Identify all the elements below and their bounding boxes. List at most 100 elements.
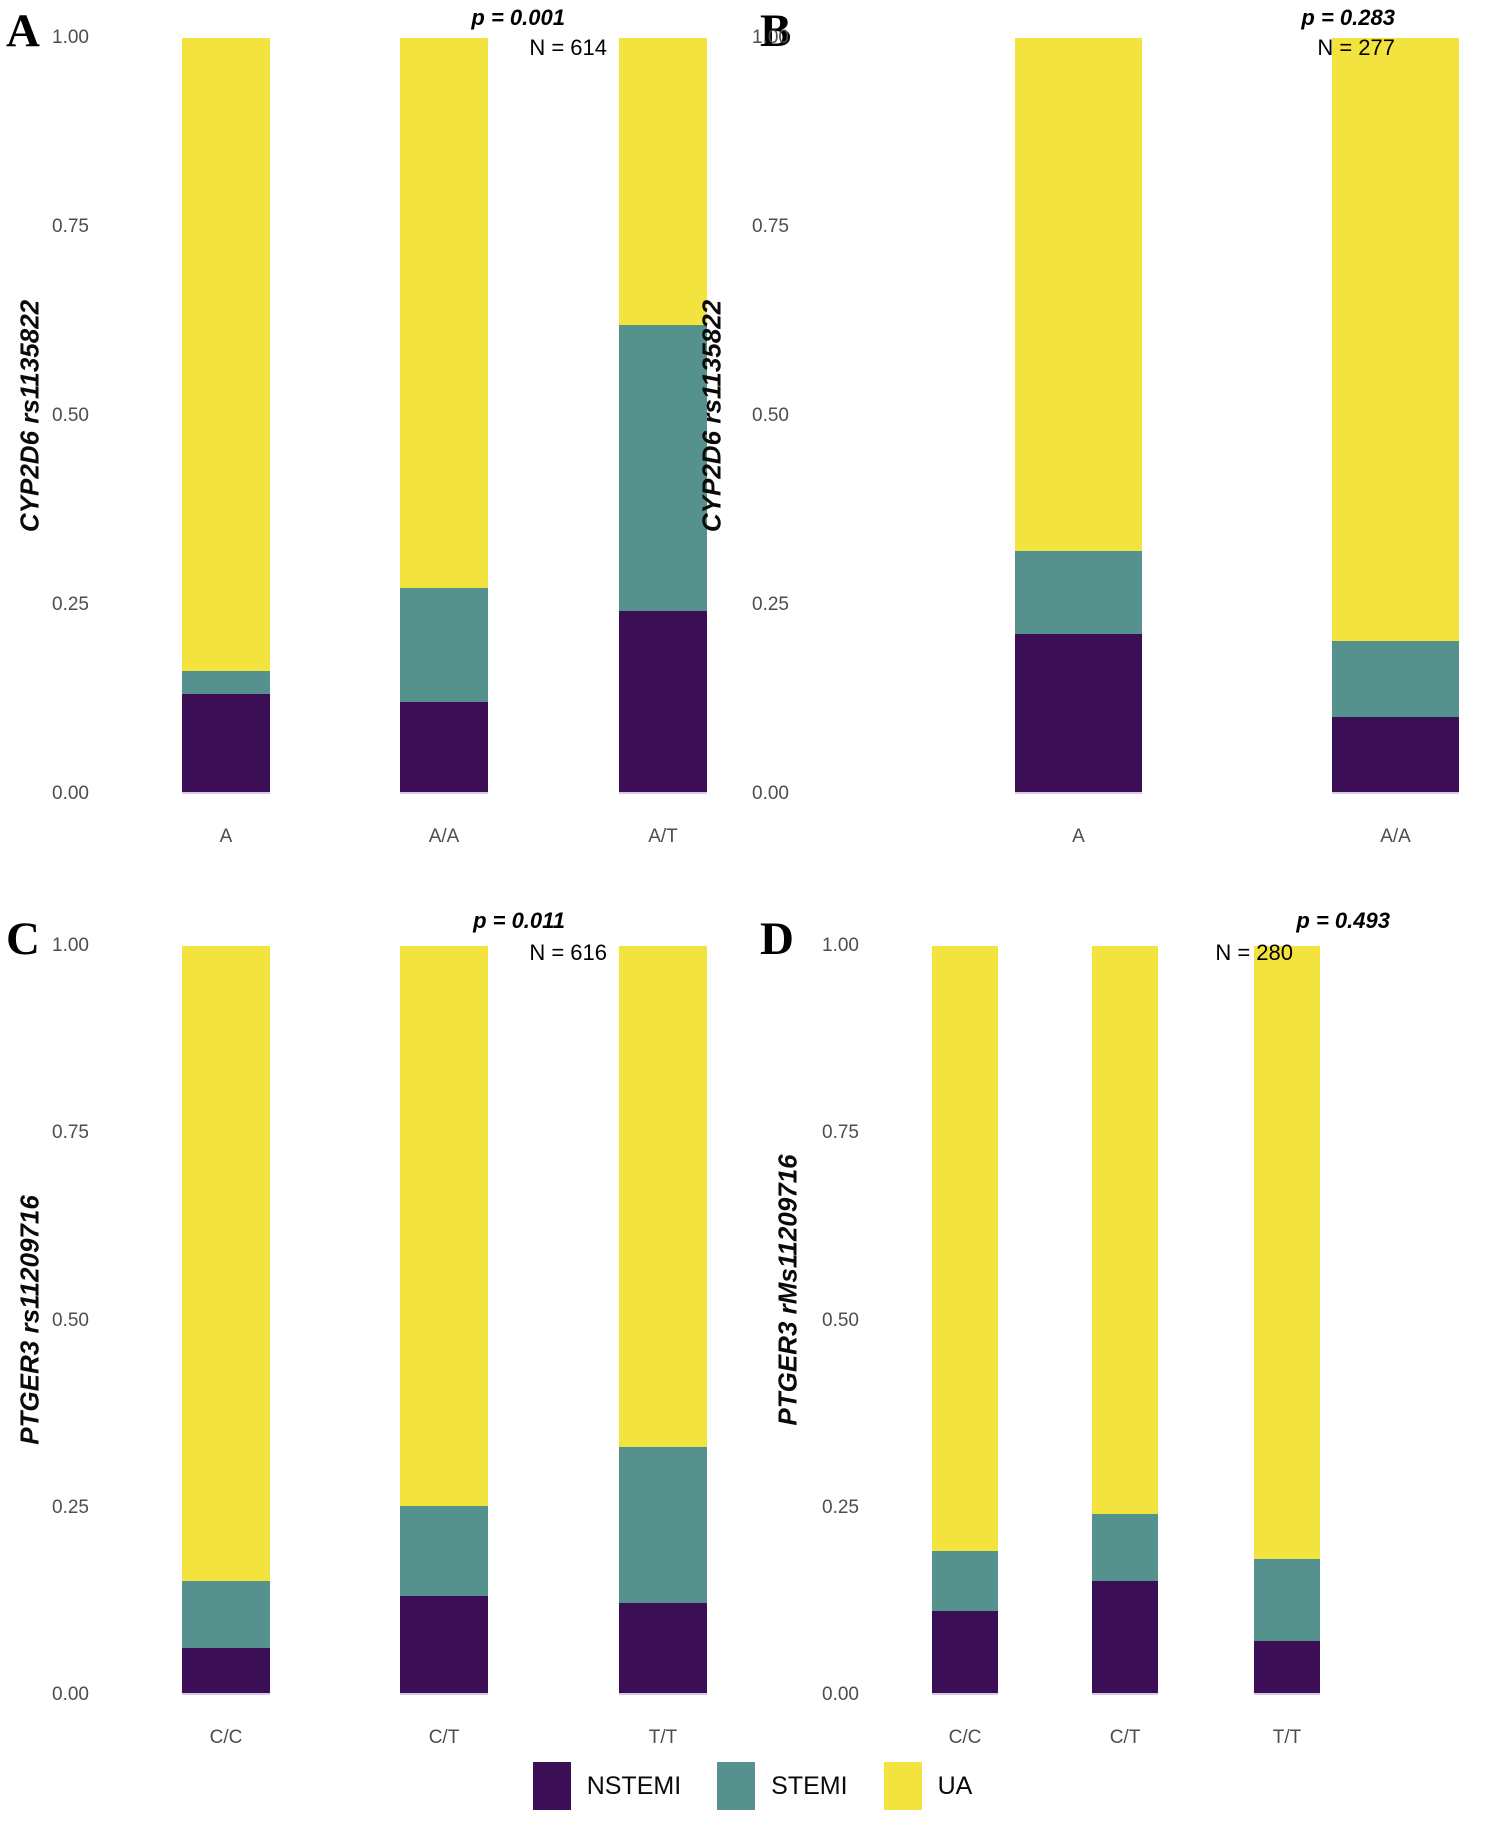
y-tick-label: 0.75 <box>822 1122 859 1144</box>
segment-nstemi <box>1015 633 1142 792</box>
panel-d-plot-area: p = 0.493 N = 280 1.00 0.75 0.50 0.25 0.… <box>822 908 1460 1748</box>
panel-d-y-axis-title: PTGER3 rMs11209716 <box>772 1154 803 1426</box>
y-tick-label: 1.00 <box>52 27 89 48</box>
segment-stemi <box>1332 641 1459 717</box>
x-tick-label: C/T <box>428 1727 460 1748</box>
legend-swatch-nstemi <box>532 1762 571 1810</box>
stacked-bar <box>182 946 270 1695</box>
segment-stemi <box>400 1506 488 1596</box>
y-tick-label: 1.00 <box>52 935 89 956</box>
segment-ua <box>1332 38 1459 642</box>
segment-ua <box>400 38 488 589</box>
stacked-bar <box>182 38 270 794</box>
panel-a-sample-size-label: N = 614 <box>529 35 607 60</box>
segment-ua <box>619 38 707 325</box>
x-tick-label: C/C <box>209 1727 243 1748</box>
y-tick-label: 0.50 <box>52 405 89 426</box>
legend-item-stemi: STEMI <box>717 1762 848 1810</box>
panel-c-sample-size-label: N = 616 <box>529 940 607 965</box>
stacked-bar <box>1015 38 1142 794</box>
x-tick-label: A/A <box>428 826 460 847</box>
legend-label-nstemi: NSTEMI <box>586 1771 682 1800</box>
y-tick-label: 0.25 <box>752 594 789 615</box>
x-tick-label: A/T <box>648 826 678 847</box>
segment-nstemi <box>400 1595 488 1693</box>
segment-ua <box>400 946 488 1507</box>
y-tick-label: 1.00 <box>822 935 859 956</box>
y-tick-label: 0.00 <box>52 783 89 804</box>
panel-b-plot-area: p = 0.283 N = 277 1.00 0.75 0.50 0.25 0.… <box>752 5 1470 847</box>
stacked-bar <box>619 38 707 794</box>
panel-d-p-value-label: p = 0.493 <box>1296 908 1390 933</box>
legend-item-nstemi: NSTEMI <box>532 1762 682 1810</box>
segment-ua <box>1254 946 1320 1559</box>
panel-b-p-value-label: p = 0.283 <box>1301 5 1395 30</box>
segment-ua <box>182 38 270 672</box>
segment-nstemi <box>1332 716 1459 792</box>
y-tick-label: 0.25 <box>52 1496 89 1518</box>
legend-swatch-stemi <box>717 1762 756 1810</box>
y-tick-label: 0.00 <box>752 783 789 804</box>
stacked-bar <box>619 946 707 1695</box>
panel-a-plot-area: p = 0.001 N = 614 1.00 0.75 0.50 0.25 0.… <box>52 5 710 847</box>
y-tick-label: 1.00 <box>752 27 789 48</box>
stacked-bar <box>400 38 488 794</box>
panel-c-p-value-label: p = 0.011 <box>473 908 565 933</box>
stacked-bar <box>1092 946 1158 1695</box>
segment-stemi <box>619 324 707 612</box>
panel-c-y-axis-title: PTGER3 rs11209716 <box>14 1195 45 1445</box>
stacked-bar <box>1254 946 1320 1695</box>
segment-nstemi <box>1092 1580 1158 1693</box>
segment-nstemi <box>1254 1640 1320 1693</box>
y-tick-label: 0.75 <box>752 216 789 237</box>
panel-d-letter: D <box>760 913 794 965</box>
segment-ua <box>182 946 270 1581</box>
y-tick-label: 0.50 <box>822 1309 859 1331</box>
x-tick-label: C/C <box>948 1727 982 1748</box>
segment-nstemi <box>182 1648 270 1693</box>
legend-label-ua: UA <box>937 1771 973 1800</box>
x-tick-label: T/T <box>648 1727 678 1748</box>
segment-stemi <box>1092 1513 1158 1581</box>
stacked-bar <box>400 946 488 1695</box>
segment-stemi <box>1015 550 1142 634</box>
segment-ua <box>1015 38 1142 551</box>
y-tick-label: 0.25 <box>52 594 89 615</box>
panel-b-letter: B <box>760 5 792 57</box>
y-tick-label: 0.50 <box>752 405 789 426</box>
segment-stemi <box>182 1580 270 1649</box>
segment-stemi <box>182 671 270 694</box>
panel-a-y-axis-title: CYP2D6 rs1135822 <box>14 299 45 533</box>
segment-stemi <box>400 588 488 702</box>
segment-nstemi <box>182 693 270 792</box>
y-tick-label: 0.75 <box>52 216 89 237</box>
y-tick-label: 0.50 <box>52 1309 89 1331</box>
segment-nstemi <box>400 701 488 792</box>
panel-a-letter: A <box>6 5 40 57</box>
panel-d-sample-size-label: N = 280 <box>1215 940 1293 965</box>
legend-label-stemi: STEMI <box>771 1771 848 1800</box>
legend: NSTEMI STEMI UA <box>0 1762 1505 1810</box>
x-tick-label: A <box>1072 826 1085 847</box>
stacked-bar <box>1332 38 1459 794</box>
segment-stemi <box>932 1551 998 1611</box>
y-tick-label: 0.75 <box>52 1122 89 1144</box>
segment-nstemi <box>932 1610 998 1693</box>
y-tick-label: 0.00 <box>52 1684 89 1705</box>
panel-c-letter: C <box>6 913 40 965</box>
panel-b-y-axis-title: CYP2D6 rs1135822 <box>696 299 727 533</box>
legend-item-ua: UA <box>883 1762 973 1810</box>
x-tick-label: A <box>219 826 233 847</box>
stacked-bar <box>932 946 998 1695</box>
legend-swatch-ua <box>883 1762 922 1810</box>
x-tick-label: C/T <box>1109 1727 1141 1748</box>
segment-ua <box>1092 946 1158 1514</box>
y-tick-label: 0.25 <box>822 1496 859 1518</box>
panel-c-plot-area: p = 0.011 N = 616 1.00 0.75 0.50 0.25 0.… <box>52 908 710 1748</box>
panel-b-sample-size-label: N = 277 <box>1317 35 1395 60</box>
segment-nstemi <box>619 1603 707 1693</box>
